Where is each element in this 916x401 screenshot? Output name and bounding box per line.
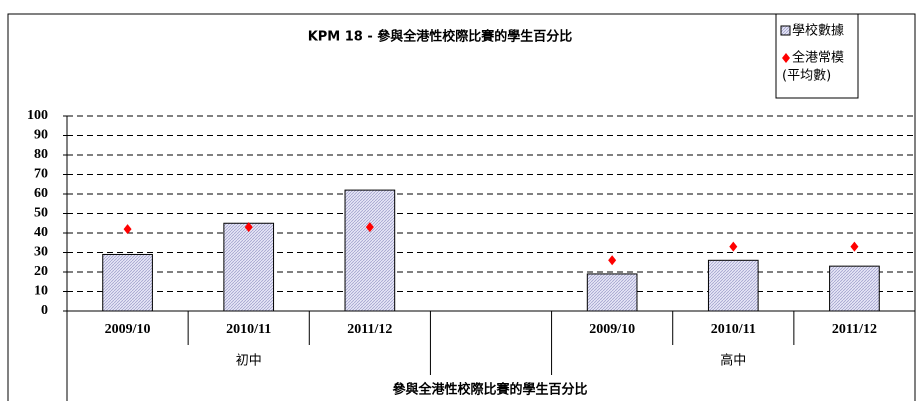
bar [344,189,396,312]
bar [707,259,759,312]
bar [586,273,638,312]
legend-label: 全港常模 [792,50,844,66]
bar [829,265,880,312]
legend-label: (平均數) [782,69,831,84]
x-tick-label: 2011/12 [832,322,877,337]
diamond-marker [850,241,859,252]
y-tick-label: 80 [34,147,48,162]
legend-marker [782,53,790,63]
diamond-marker [123,224,132,235]
x-tick-label: 2010/11 [711,322,756,337]
y-tick-label: 40 [34,225,48,240]
diamond-marker [365,222,374,233]
group-label: 高中 [720,353,746,369]
x-tick-label: 2009/10 [589,322,635,337]
y-tick-label: 90 [34,128,48,143]
y-tick-label: 70 [34,167,48,182]
y-tick-label: 30 [34,245,48,260]
legend-swatch [780,25,791,36]
y-tick-label: 20 [34,264,48,279]
bar [223,222,275,312]
chart-title: KPM 18 - 參與全港性校際比賽的學生百分比 [308,29,573,45]
bar [102,253,153,312]
y-tick-label: 60 [34,186,48,201]
chart-frame [7,13,916,401]
y-tick-label: 100 [27,108,48,123]
y-tick-label: 10 [34,284,48,299]
x-axis-title: 參與全港性校際比賽的學生百分比 [392,382,587,398]
legend-label: 學校數據 [792,23,844,39]
group-label: 初中 [236,354,262,369]
diamond-marker [729,241,738,252]
x-tick-label: 2009/10 [105,322,151,337]
diamond-marker [244,222,253,233]
y-tick-label: 0 [41,303,48,318]
diamond-marker [608,255,617,266]
x-tick-label: 2010/11 [226,322,271,337]
y-tick-label: 50 [34,206,48,221]
x-tick-label: 2011/12 [347,322,392,337]
